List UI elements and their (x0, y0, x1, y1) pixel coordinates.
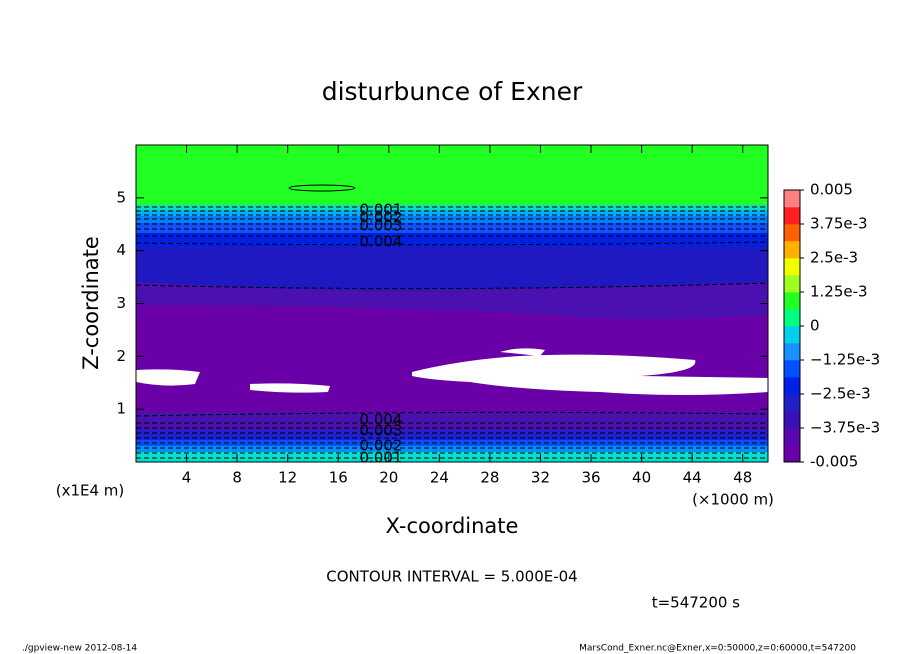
colorbar-label: 0 (810, 317, 820, 335)
y-axis-label: Z-coordinate (79, 236, 103, 370)
colorbar-label: −2.5e-3 (810, 385, 871, 403)
y-unit: (x1E4 m) (56, 482, 125, 500)
colorbar-band (784, 445, 800, 463)
colorbar-band (784, 241, 800, 259)
contour-fill (135, 145, 769, 462)
colorbar-band (784, 292, 800, 310)
colorbar-band (784, 360, 800, 378)
x-tick-label: 28 (480, 469, 499, 487)
contour-label: 0.004 (360, 411, 403, 429)
colorbar-label: 1.25e-3 (810, 283, 868, 301)
contour-label: 0.003 (360, 422, 403, 440)
x-tick-label: 12 (278, 469, 297, 487)
x-tick-label: 16 (329, 469, 348, 487)
colorbar-band (784, 411, 800, 429)
x-tick-label: 44 (683, 469, 702, 487)
x-tick-label: 32 (531, 469, 550, 487)
contour-label: 0.001 (360, 449, 403, 467)
y-tick-label: 2 (116, 347, 126, 365)
colorbar-label: −1.25e-3 (810, 351, 880, 369)
x-tick-label: 20 (379, 469, 398, 487)
colorbar-label: −3.75e-3 (810, 419, 880, 437)
y-tick-label: 5 (116, 188, 126, 206)
x-tick-label: 8 (232, 469, 242, 487)
y-tick-label: 4 (116, 241, 126, 259)
colorbar-band (784, 190, 800, 208)
y-tick-label: 1 (116, 400, 126, 418)
colorbar-label: 0.005 (810, 181, 853, 199)
footer-right: MarsCond_Exner.nc@Exner,x=0:50000,z=0:60… (579, 644, 856, 654)
y-tick-label: 3 (116, 294, 126, 312)
contour-interval: CONTOUR INTERVAL = 5.000E-04 (326, 568, 577, 586)
contour-label: 0.004 (360, 233, 403, 251)
colorbar-band (784, 258, 800, 276)
x-axis-label: X-coordinate (386, 514, 519, 538)
colorbar-label: -0.005 (810, 453, 858, 471)
colorbar-band (784, 428, 800, 446)
colorbar-band (784, 326, 800, 344)
colorbar-label: 3.75e-3 (810, 215, 868, 233)
x-tick-label: 4 (182, 469, 192, 487)
contour-label: 0.003 (360, 217, 403, 235)
colorbar-band (784, 207, 800, 225)
colorbar-band (784, 309, 800, 327)
x-tick-label: 48 (733, 469, 752, 487)
colorbar-band (784, 377, 800, 395)
x-tick-label: 40 (632, 469, 651, 487)
x-unit: (×1000 m) (692, 491, 774, 509)
footer-left: ./gpview-new 2012-08-14 (22, 644, 137, 654)
contour-label: 0.001 (360, 201, 403, 219)
x-tick-label: 24 (430, 469, 449, 487)
colorbar-band (784, 394, 800, 412)
time-label: t=547200 s (652, 594, 740, 612)
contour-label: 0.002 (360, 209, 403, 227)
colorbar-band (784, 224, 800, 242)
chart-title: disturbunce of Exner (322, 77, 583, 106)
colorbar-band (784, 343, 800, 361)
contour-label: 0.002 (360, 437, 403, 455)
colorbar-band (784, 275, 800, 293)
colorbar-label: 2.5e-3 (810, 249, 858, 267)
x-tick-label: 36 (581, 469, 600, 487)
